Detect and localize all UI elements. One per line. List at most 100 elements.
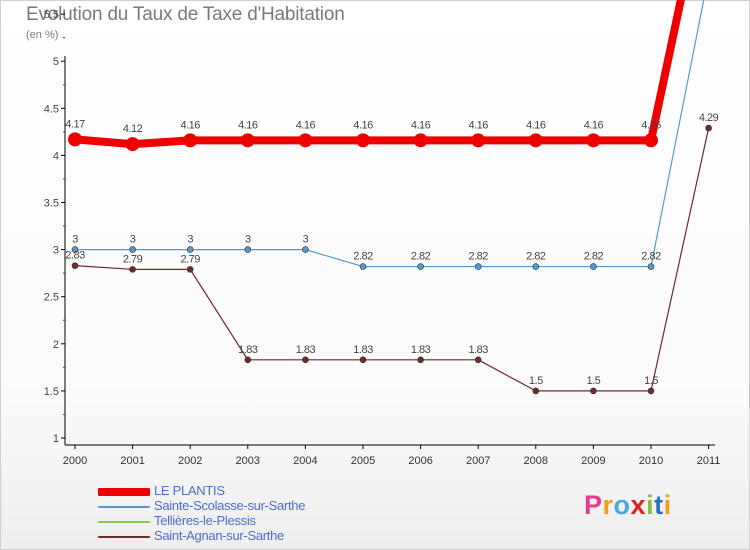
data-label: 4.29 bbox=[699, 112, 719, 124]
series-line bbox=[74, 0, 705, 268]
logo-letter: t bbox=[654, 490, 664, 520]
y-tick-label: 3.5 bbox=[44, 198, 59, 210]
x-tick-label: 2007 bbox=[466, 455, 490, 467]
legend-swatch bbox=[98, 521, 150, 523]
data-point bbox=[590, 263, 597, 270]
data-label: 4.16 bbox=[296, 119, 316, 131]
legend-label: Saint-Agnan-sur-Sarthe bbox=[154, 528, 284, 543]
data-point bbox=[186, 266, 194, 273]
x-tick-label: 2009 bbox=[581, 455, 605, 467]
data-point bbox=[129, 266, 136, 273]
data-label: 2.82 bbox=[526, 251, 546, 263]
proxiti-logo: Proxiti bbox=[584, 490, 672, 521]
data-label: 4.16 bbox=[238, 119, 258, 131]
data-point bbox=[532, 387, 540, 395]
data-point bbox=[532, 263, 540, 270]
x-tick-label: 2008 bbox=[524, 455, 548, 467]
data-point bbox=[474, 263, 482, 270]
x-tick-label: 2010 bbox=[639, 455, 663, 467]
data-point bbox=[356, 133, 370, 148]
data-point bbox=[129, 246, 136, 253]
data-label: 1.5 bbox=[529, 375, 543, 387]
data-label: 2.79 bbox=[180, 253, 200, 265]
data-point bbox=[417, 263, 424, 270]
y-tick-label: 4 bbox=[53, 150, 59, 162]
series-layer: 8.758.78.547.147.147.146.516.275.915.915… bbox=[65, 0, 719, 395]
axes: 11.522.533.544.555.566.577.588.592000200… bbox=[44, 9, 721, 467]
data-point bbox=[417, 356, 424, 364]
y-tick-label: 5 bbox=[53, 56, 59, 68]
data-label: 4.16 bbox=[584, 119, 604, 131]
data-label: 1.83 bbox=[468, 344, 488, 356]
x-tick-label: 2006 bbox=[408, 455, 432, 467]
data-label: 2.82 bbox=[353, 251, 373, 263]
data-label: 1.83 bbox=[353, 344, 373, 356]
data-label: 4.16 bbox=[468, 119, 488, 131]
legend-swatch bbox=[98, 506, 150, 508]
data-point bbox=[647, 263, 655, 270]
data-point bbox=[71, 246, 79, 253]
logo-letter: i bbox=[663, 490, 672, 520]
data-point bbox=[298, 133, 313, 148]
data-point bbox=[71, 262, 79, 269]
data-point bbox=[590, 387, 597, 395]
data-label: 2.82 bbox=[584, 251, 604, 263]
legend-item: Saint-Agnan-sur-Sarthe bbox=[98, 529, 398, 543]
data-point bbox=[528, 133, 543, 148]
data-label: 1.83 bbox=[238, 344, 258, 356]
data-label: 2.82 bbox=[468, 251, 488, 263]
data-label: 2.82 bbox=[411, 251, 431, 263]
legend-item: LE PLANTIS bbox=[98, 484, 398, 498]
data-label: 3 bbox=[187, 234, 193, 246]
data-point bbox=[359, 263, 367, 270]
data-point bbox=[586, 133, 601, 148]
chart-subtitle: (en %) bbox=[26, 29, 59, 41]
legend-item: Sainte-Scolasse-sur-Sarthe bbox=[98, 499, 398, 513]
y-tick-label: 2 bbox=[53, 339, 59, 351]
y-tick-label: 5.5 bbox=[44, 9, 59, 21]
legend-label: Sainte-Scolasse-sur-Sarthe bbox=[154, 498, 306, 513]
data-point bbox=[359, 356, 367, 364]
logo-letter: r bbox=[602, 490, 614, 520]
data-label: 2.83 bbox=[65, 250, 85, 262]
data-label: 3 bbox=[72, 234, 78, 246]
x-tick-label: 2005 bbox=[351, 455, 375, 467]
data-point bbox=[302, 246, 309, 253]
data-point bbox=[647, 387, 655, 395]
series-line bbox=[71, 0, 685, 149]
data-label: 4.16 bbox=[641, 119, 661, 131]
data-point bbox=[302, 356, 309, 364]
data-point bbox=[413, 133, 428, 148]
data-point bbox=[186, 246, 194, 253]
data-label: 3 bbox=[303, 234, 309, 246]
logo-letter: o bbox=[613, 490, 631, 520]
logo-letter: i bbox=[646, 490, 655, 520]
x-tick-label: 2003 bbox=[236, 455, 260, 467]
y-tick-label: 1.5 bbox=[44, 386, 59, 398]
logo-letter: P bbox=[584, 490, 603, 520]
data-label: 4.16 bbox=[180, 119, 200, 131]
legend-label: LE PLANTIS bbox=[154, 483, 225, 498]
data-label: 3 bbox=[130, 234, 136, 246]
data-point bbox=[183, 133, 198, 148]
x-tick-label: 2004 bbox=[293, 455, 317, 467]
y-tick-label: 4.5 bbox=[44, 103, 59, 115]
data-point bbox=[240, 133, 255, 148]
legend-swatch bbox=[98, 488, 150, 496]
data-point bbox=[471, 133, 486, 148]
data-label: 2.82 bbox=[641, 251, 661, 263]
series-saint-agnan-sur-sarthe: 2.83 2.79 2.79 1.83 1.83 1.83 1.83 1.83 1.5 1.5 1.… bbox=[65, 112, 719, 395]
series-le-plantis: 4.17 4.12 4.16 4.16 4.16 4.16 4.16 4.16 4.16 4.16… bbox=[65, 0, 685, 152]
data-label: 1.5 bbox=[587, 375, 601, 387]
legend-label: Tellières-le-Plessis bbox=[154, 513, 256, 528]
data-point bbox=[125, 137, 140, 152]
logo-letter: x bbox=[630, 490, 647, 520]
data-point bbox=[644, 133, 658, 148]
x-tick-label: 2011 bbox=[697, 455, 721, 467]
data-label: 4.17 bbox=[65, 118, 85, 130]
data-label: 1.83 bbox=[411, 344, 431, 356]
data-label: 1.83 bbox=[296, 344, 316, 356]
x-tick-label: 2001 bbox=[120, 455, 144, 467]
